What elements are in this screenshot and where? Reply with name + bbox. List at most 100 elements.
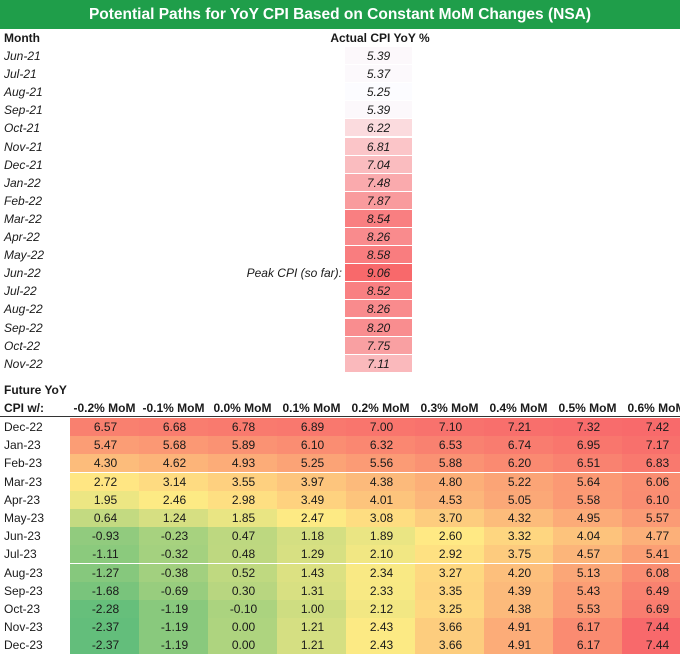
future-cpi-cell: 3.66 bbox=[415, 618, 486, 637]
future-cpi-cell: 5.53 bbox=[553, 600, 624, 618]
future-cpi-cell: 4.91 bbox=[484, 618, 555, 637]
month-header: Month bbox=[4, 31, 40, 45]
future-cpi-cell: 6.78 bbox=[208, 418, 279, 436]
actual-cpi-cell: 8.54 bbox=[345, 209, 412, 228]
future-cpi-cell: 0.48 bbox=[208, 545, 279, 564]
future-cpi-cell: 2.60 bbox=[415, 527, 486, 546]
month-label: Oct-22 bbox=[4, 338, 41, 353]
column-header: 0.4% MoM bbox=[489, 401, 548, 415]
future-cpi-cell: 0.00 bbox=[208, 618, 279, 637]
actual-row: Nov-21 6.81 bbox=[0, 137, 680, 156]
future-cpi-cell: 1.85 bbox=[208, 509, 279, 527]
future-cpi-cell: 2.47 bbox=[277, 509, 348, 527]
actual-cpi-cell: 8.26 bbox=[345, 300, 412, 319]
future-cpi-cell: 5.47 bbox=[70, 436, 141, 455]
actual-cpi-cell: 7.11 bbox=[345, 354, 412, 373]
actual-cpi-cell: 5.37 bbox=[345, 65, 412, 84]
column-header: 0.3% MoM bbox=[420, 401, 479, 415]
month-label: Jan-23 bbox=[4, 438, 41, 453]
actual-cpi-header: Actual CPI YoY % bbox=[330, 31, 430, 45]
future-cpi-cell: 5.13 bbox=[553, 563, 624, 582]
future-cpi-cell: 7.32 bbox=[553, 418, 624, 436]
future-cpi-cell: -2.37 bbox=[70, 618, 141, 637]
future-cpi-cell: 4.80 bbox=[415, 472, 486, 491]
month-label: Aug-21 bbox=[4, 85, 43, 100]
month-label: Jul-23 bbox=[4, 547, 37, 562]
future-cpi-cell: 7.44 bbox=[622, 636, 680, 655]
future-cpi-cell: 5.25 bbox=[277, 454, 348, 473]
future-cpi-cell: 5.57 bbox=[622, 509, 680, 527]
future-cpi-cell: -1.27 bbox=[70, 563, 141, 582]
future-cpi-cell: -0.69 bbox=[139, 581, 210, 600]
future-cpi-cell: 4.91 bbox=[484, 636, 555, 655]
future-cpi-cell: 6.17 bbox=[553, 618, 624, 637]
actual-cpi-cell: 7.48 bbox=[345, 173, 412, 192]
future-cpi-cell: 4.04 bbox=[553, 527, 624, 546]
actual-row: Dec-21 7.04 bbox=[0, 155, 680, 174]
future-cpi-cell: 1.43 bbox=[277, 563, 348, 582]
month-label: Sep-23 bbox=[4, 583, 43, 598]
future-cpi-cell: 4.01 bbox=[346, 490, 417, 509]
future-cpi-cell: 6.89 bbox=[277, 418, 348, 436]
actual-cpi-cell: 9.06 bbox=[345, 264, 412, 283]
future-row: Feb-23 4.30 4.62 4.93 5.25 5.56 5.88 6.20 6.51 6.… bbox=[0, 454, 680, 473]
future-cpi-cell: 1.00 bbox=[277, 600, 348, 618]
future-cpi-cell: 3.25 bbox=[415, 600, 486, 618]
column-header: 0.0% MoM bbox=[213, 401, 272, 415]
future-cpi-cell: 3.70 bbox=[415, 509, 486, 527]
actual-row: Aug-21 5.25 bbox=[0, 83, 680, 102]
future-cpi-cell: -0.10 bbox=[208, 600, 279, 618]
actual-cpi-cell: 6.22 bbox=[345, 119, 412, 138]
month-label: Jun-23 bbox=[4, 529, 41, 544]
future-row: Oct-23 -2.28 -1.19 -0.10 1.00 2.12 3.25 4.38 5.5… bbox=[0, 600, 680, 618]
future-cpi-cell: 2.72 bbox=[70, 472, 141, 491]
actual-row: Jun-21 5.39 bbox=[0, 47, 680, 65]
future-cpi-cell: 2.10 bbox=[346, 545, 417, 564]
future-cpi-cell: 7.42 bbox=[622, 418, 680, 436]
future-cpi-cell: 2.98 bbox=[208, 490, 279, 509]
future-cpi-cell: 3.14 bbox=[139, 472, 210, 491]
actual-cpi-cell: 7.87 bbox=[345, 191, 412, 210]
future-cpi-cell: 4.38 bbox=[484, 600, 555, 618]
future-row: Sep-23 -1.68 -0.69 0.30 1.31 2.33 3.35 4.39 5.43… bbox=[0, 581, 680, 600]
actual-cpi-cell: 5.39 bbox=[345, 47, 412, 65]
future-cpi-cell: 5.41 bbox=[622, 545, 680, 564]
future-cpi-cell: 6.32 bbox=[346, 436, 417, 455]
month-label: May-23 bbox=[4, 511, 45, 525]
actual-row: Jun-22 Peak CPI (so far): 9.06 bbox=[0, 264, 680, 283]
future-cpi-cell: 6.06 bbox=[622, 472, 680, 491]
actual-row: Oct-21 6.22 bbox=[0, 119, 680, 138]
future-cpi-cell: 1.18 bbox=[277, 527, 348, 546]
future-cpi-cell: -1.68 bbox=[70, 581, 141, 600]
future-cpi-cell: 6.10 bbox=[622, 490, 680, 509]
actual-cpi-cell: 8.20 bbox=[345, 318, 412, 337]
month-label: Oct-23 bbox=[4, 602, 41, 616]
actual-row: Sep-21 5.39 bbox=[0, 101, 680, 120]
actual-row: Mar-22 8.54 bbox=[0, 209, 680, 228]
actual-cpi-cell: 7.75 bbox=[345, 336, 412, 355]
future-cpi-cell: 0.52 bbox=[208, 563, 279, 582]
future-cpi-cell: 6.08 bbox=[622, 563, 680, 582]
future-cpi-cell: 6.49 bbox=[622, 581, 680, 600]
month-label: Jul-21 bbox=[4, 67, 37, 82]
future-cpi-cell: 4.57 bbox=[553, 545, 624, 564]
future-cpi-cell: -0.32 bbox=[139, 545, 210, 564]
column-header: 0.2% MoM bbox=[351, 401, 410, 415]
column-header: -0.2% MoM bbox=[73, 401, 136, 415]
future-cpi-cell: 4.20 bbox=[484, 563, 555, 582]
month-label: Apr-22 bbox=[4, 230, 40, 244]
month-label: Jun-22 bbox=[4, 266, 41, 281]
future-cpi-cell: 4.77 bbox=[622, 527, 680, 546]
future-cpi-cell: 5.56 bbox=[346, 454, 417, 473]
future-cpi-cell: 2.43 bbox=[346, 618, 417, 637]
actual-cpi-cell: 6.81 bbox=[345, 137, 412, 156]
column-header: 0.1% MoM bbox=[282, 401, 341, 415]
actual-row: Feb-22 7.87 bbox=[0, 191, 680, 210]
month-label: Feb-23 bbox=[4, 456, 43, 471]
month-label: Sep-22 bbox=[4, 320, 43, 335]
actual-row: Jan-22 7.48 bbox=[0, 173, 680, 192]
future-cpi-cell: 5.88 bbox=[415, 454, 486, 473]
month-label: Feb-22 bbox=[4, 193, 43, 208]
month-label: Oct-21 bbox=[4, 121, 41, 136]
future-cpi-cell: 0.64 bbox=[70, 509, 141, 527]
